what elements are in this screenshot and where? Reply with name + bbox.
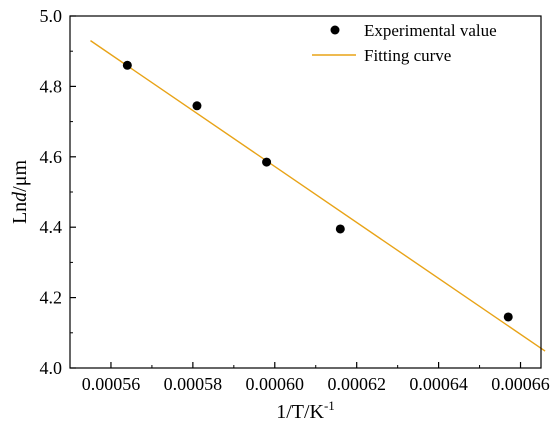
x-axis-title: 1/T/K-1 [276, 398, 335, 423]
legend-marker-experimental [330, 25, 340, 35]
legend: Experimental value Fitting curve [312, 21, 497, 65]
axes: 0.00056 0.00058 0.00060 0.00062 0.00064 0.000… [9, 6, 550, 423]
legend-label: Experimental value [364, 21, 497, 40]
y-tick-label: 4.8 [40, 76, 63, 96]
data-point [335, 224, 345, 234]
plot-area [90, 40, 546, 352]
x-tick-label: 0.00064 [409, 374, 468, 394]
data-point [192, 101, 202, 111]
y-tick-label: 4.4 [40, 217, 63, 237]
x-tick-label: 0.00056 [82, 374, 141, 394]
y-tick-label: 5.0 [40, 6, 63, 26]
x-tick-label: 0.00062 [327, 374, 386, 394]
y-tick-label: 4.6 [40, 147, 63, 167]
data-point [122, 60, 132, 70]
legend-label: Fitting curve [364, 46, 451, 65]
plot-frame [69, 15, 542, 369]
data-point [503, 312, 513, 322]
y-tick-label: 4.2 [40, 288, 63, 308]
x-tick-label: 0.00060 [246, 374, 305, 394]
x-tick-label: 0.00058 [164, 374, 223, 394]
fitting-curve-line [90, 40, 546, 352]
y-tick-label: 4.0 [40, 358, 63, 378]
data-point [262, 157, 272, 167]
x-tick-label: 0.00066 [491, 374, 550, 394]
y-axis-title: Lnd/μm [9, 160, 31, 224]
